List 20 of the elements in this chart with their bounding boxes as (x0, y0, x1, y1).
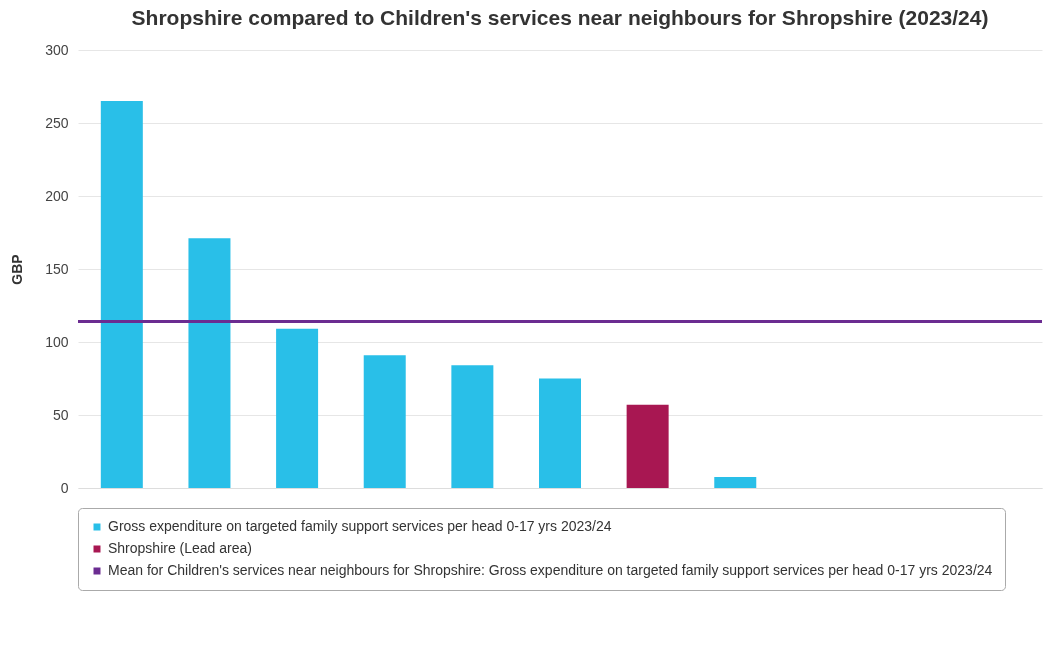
y-tick-label: 150 (45, 260, 69, 277)
bar (714, 477, 757, 488)
y-tick-label: 50 (52, 406, 69, 423)
y-tick-label: 200 (45, 187, 69, 204)
y-axis-title: GBP (9, 254, 26, 285)
bar (276, 328, 319, 488)
y-tick-label: 250 (45, 114, 69, 131)
y-tick-label: 0 (60, 479, 69, 496)
legend-label: Gross expenditure on targeted family support services per head 0-17 yrs 2023/24 (108, 518, 612, 534)
legend-label: Mean for Children's services near neighbours for Shropshire: Gross expenditure on targeted family support services per head 0-17 yrs 2023/24 (108, 562, 993, 578)
y-tick-label: 300 (45, 41, 69, 58)
legend-label: Shropshire (Lead area) (108, 540, 252, 556)
y-tick-label: 100 (45, 333, 69, 350)
bar (100, 101, 143, 488)
bar (539, 378, 581, 488)
bar (626, 404, 669, 488)
bar (451, 365, 494, 488)
chart-title: Shropshire compared to Children's services near neighbours for Shropshire (2023/24) (131, 6, 989, 29)
bar (363, 355, 406, 488)
bar (188, 238, 231, 488)
